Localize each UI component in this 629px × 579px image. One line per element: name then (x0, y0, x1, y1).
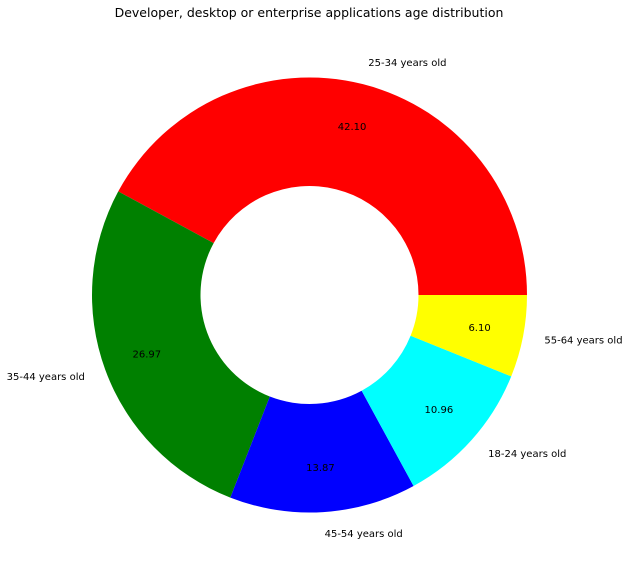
slice-45-54-years-old (230, 390, 414, 513)
slice-label-45-54-years-old: 45-54 years old (325, 529, 403, 540)
slice-label-35-44-years-old: 35-44 years old (7, 372, 85, 383)
value-label-35-44-years-old: 26.97 (132, 350, 161, 361)
chart-title: Developer, desktop or enterprise applica… (115, 5, 504, 20)
slices-group (92, 77, 527, 513)
value-label-25-34-years-old: 42.10 (338, 122, 367, 133)
slice-label-18-24-years-old: 18-24 years old (488, 449, 566, 460)
value-label-18-24-years-old: 10.96 (425, 405, 454, 416)
slice-35-44-years-old (92, 191, 270, 498)
slice-18-24-years-old (361, 335, 512, 486)
slice-label-55-64-years-old: 55-64 years old (544, 336, 622, 347)
slice-55-64-years-old (410, 295, 527, 377)
value-label-55-64-years-old: 6.10 (468, 323, 490, 334)
labels-group: 25-34 years old 42.10 35-44 years old 26.97… (7, 58, 623, 540)
value-label-45-54-years-old: 13.87 (306, 463, 335, 474)
slice-label-25-34-years-old: 25-34 years old (368, 58, 446, 69)
slice-25-34-years-old (118, 77, 527, 295)
